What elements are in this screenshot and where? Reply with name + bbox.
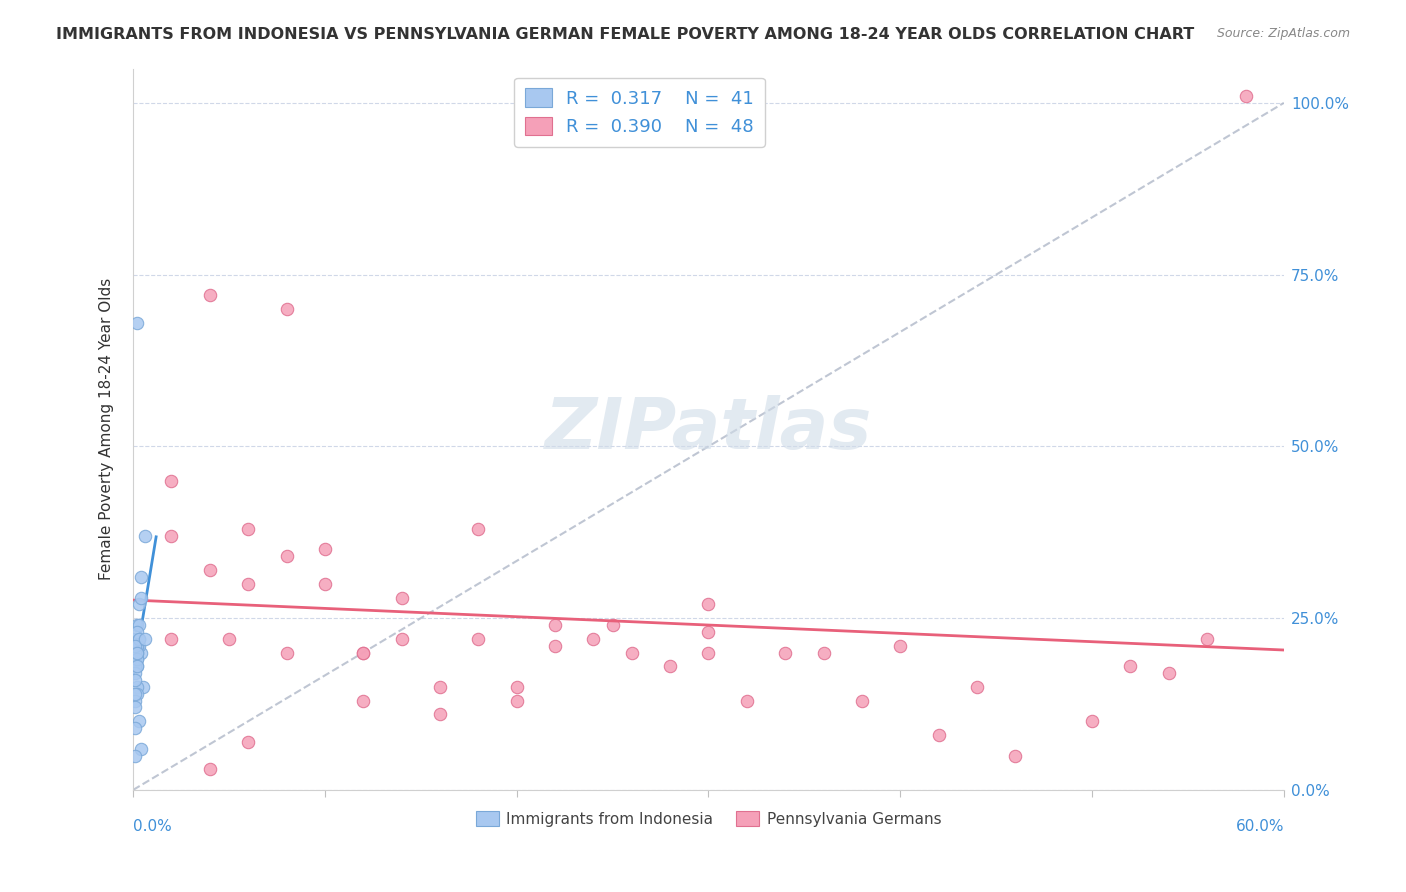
Point — [125, 680, 148, 694]
Point — [128, 632, 150, 646]
Point — [128, 632, 150, 646]
Point — [124, 748, 146, 763]
Point — [160, 529, 183, 543]
Point — [314, 542, 336, 557]
Point — [544, 639, 567, 653]
Point — [125, 687, 148, 701]
Point — [735, 693, 758, 707]
Point — [198, 762, 221, 776]
Point — [352, 646, 374, 660]
Point — [128, 618, 150, 632]
Point — [773, 646, 796, 660]
Point — [276, 301, 298, 316]
Text: 0.0%: 0.0% — [134, 819, 172, 834]
Point — [134, 529, 156, 543]
Point — [276, 549, 298, 564]
Point — [124, 652, 146, 666]
Point — [124, 659, 146, 673]
Legend: Immigrants from Indonesia, Pennsylvania Germans: Immigrants from Indonesia, Pennsylvania … — [470, 805, 948, 833]
Point — [198, 563, 221, 577]
Point — [125, 639, 148, 653]
Point — [697, 624, 720, 639]
Point — [429, 680, 451, 694]
Point — [238, 576, 260, 591]
Point — [544, 618, 567, 632]
Point — [505, 680, 527, 694]
Point — [276, 646, 298, 660]
Point — [124, 632, 146, 646]
Point — [467, 632, 489, 646]
Point — [125, 618, 148, 632]
Point — [429, 707, 451, 722]
Point — [813, 646, 835, 660]
Point — [124, 673, 146, 687]
Point — [160, 632, 183, 646]
Point — [160, 474, 183, 488]
Point — [124, 632, 146, 646]
Point — [129, 570, 152, 584]
Text: Source: ZipAtlas.com: Source: ZipAtlas.com — [1216, 27, 1350, 40]
Point — [134, 632, 156, 646]
Point — [124, 721, 146, 735]
Point — [582, 632, 605, 646]
Point — [124, 687, 146, 701]
Point — [352, 693, 374, 707]
Point — [129, 591, 152, 605]
Point — [131, 680, 153, 694]
Point — [128, 714, 150, 729]
Point — [659, 659, 682, 673]
Text: IMMIGRANTS FROM INDONESIA VS PENNSYLVANIA GERMAN FEMALE POVERTY AMONG 18-24 YEAR: IMMIGRANTS FROM INDONESIA VS PENNSYLVANI… — [56, 27, 1195, 42]
Point — [125, 646, 148, 660]
Point — [125, 639, 148, 653]
Point — [129, 646, 152, 660]
Point — [697, 598, 720, 612]
Point — [238, 522, 260, 536]
Point — [928, 728, 950, 742]
Point — [851, 693, 873, 707]
Point — [198, 288, 221, 302]
Point — [124, 693, 146, 707]
Point — [1197, 632, 1219, 646]
Point — [124, 700, 146, 714]
Point — [124, 639, 146, 653]
Point — [391, 591, 413, 605]
Point — [602, 618, 624, 632]
Text: 60.0%: 60.0% — [1236, 819, 1284, 834]
Text: ZIPatlas: ZIPatlas — [544, 395, 872, 464]
Point — [467, 522, 489, 536]
Point — [1004, 748, 1026, 763]
Point — [125, 652, 148, 666]
Point — [124, 646, 146, 660]
Point — [129, 741, 152, 756]
Point — [391, 632, 413, 646]
Point — [505, 693, 527, 707]
Point — [125, 659, 148, 673]
Point — [238, 735, 260, 749]
Point — [966, 680, 988, 694]
Point — [125, 659, 148, 673]
Point — [352, 646, 374, 660]
Point — [314, 576, 336, 591]
Point — [128, 598, 150, 612]
Point — [1119, 659, 1142, 673]
Point — [1081, 714, 1104, 729]
Point — [128, 639, 150, 653]
Point — [218, 632, 240, 646]
Y-axis label: Female Poverty Among 18-24 Year Olds: Female Poverty Among 18-24 Year Olds — [100, 278, 114, 581]
Point — [1157, 666, 1180, 681]
Point — [125, 624, 148, 639]
Point — [125, 652, 148, 666]
Point — [124, 666, 146, 681]
Point — [124, 659, 146, 673]
Point — [889, 639, 911, 653]
Point — [125, 646, 148, 660]
Point — [1234, 89, 1257, 103]
Point — [124, 646, 146, 660]
Point — [620, 646, 643, 660]
Point — [125, 316, 148, 330]
Point — [697, 646, 720, 660]
